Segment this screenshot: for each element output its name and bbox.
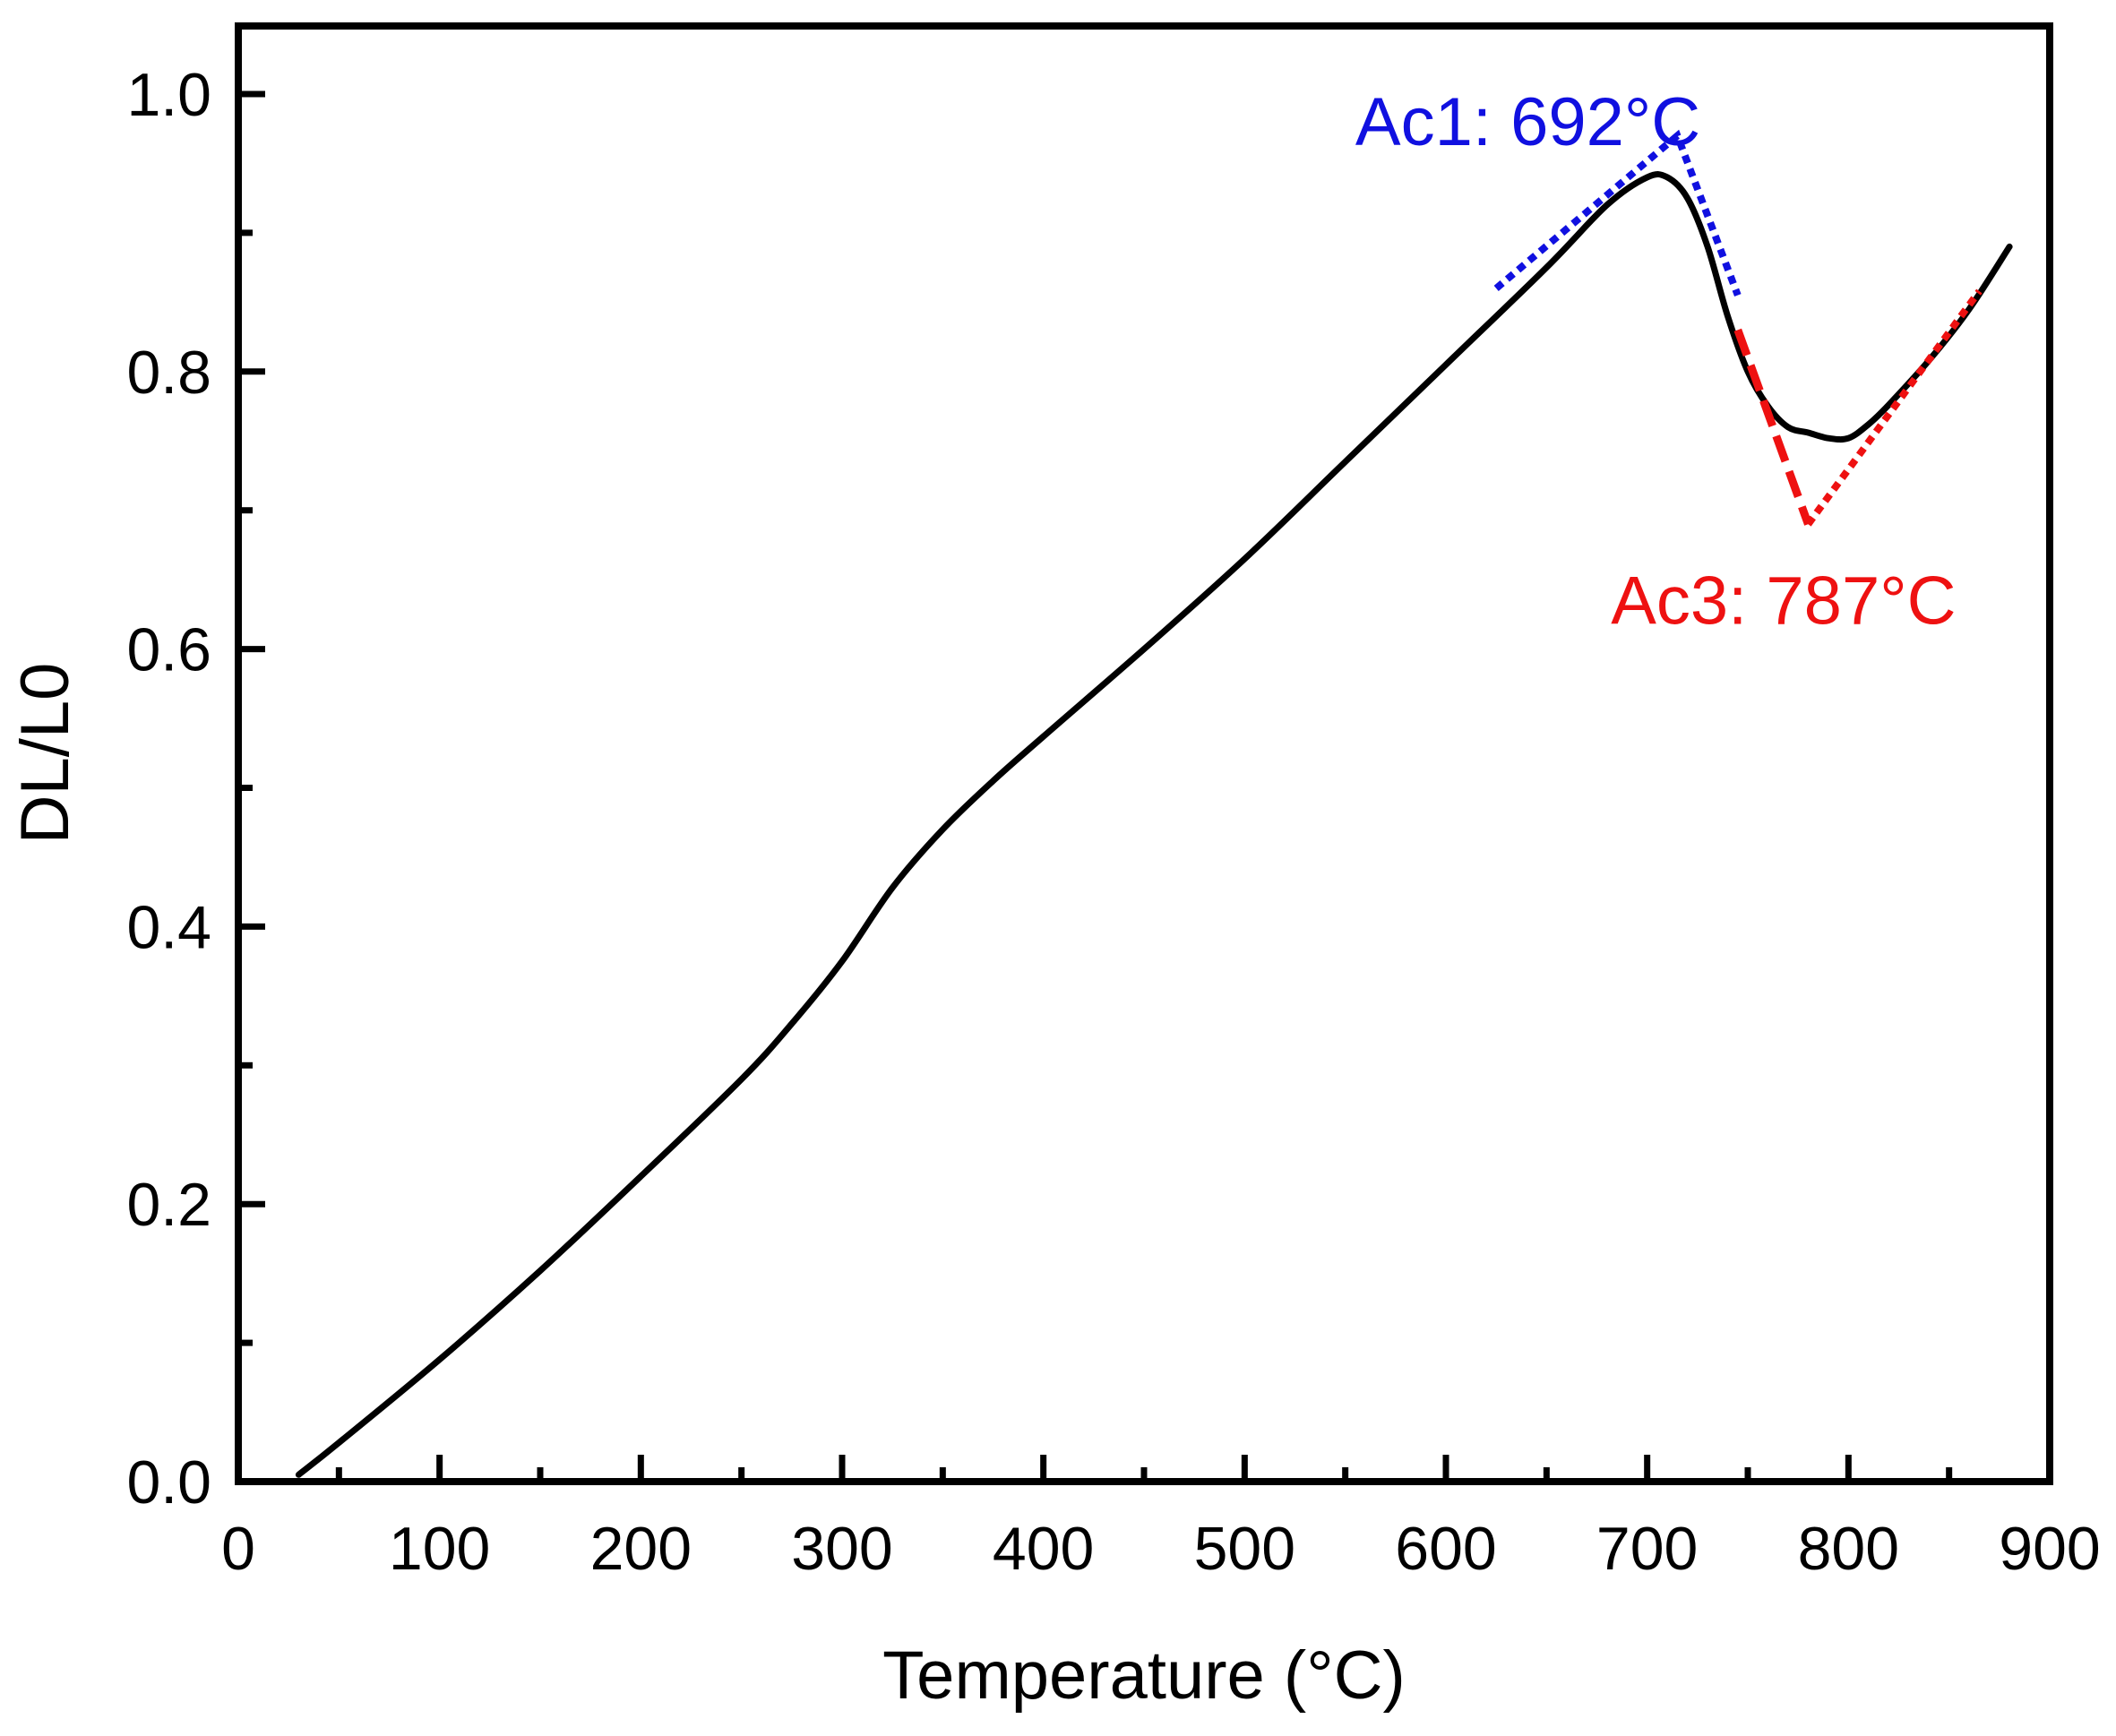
x-tick-label: 500 <box>1194 1515 1295 1583</box>
y-tick-label: 0.8 <box>126 339 211 407</box>
x-tick-label: 600 <box>1395 1515 1496 1583</box>
x-tick-label: 200 <box>590 1515 692 1583</box>
x-tick-label: 800 <box>1798 1515 1899 1583</box>
x-tick-label: 700 <box>1596 1515 1698 1583</box>
x-tick-label: 400 <box>993 1515 1094 1583</box>
series-ac1-tangent-lines <box>1493 129 1742 297</box>
y-tick-label: 1.0 <box>126 61 211 129</box>
x-axis-title: Temperature (°C) <box>882 1637 1406 1714</box>
series-ac3-dotted-tangent <box>1805 288 1983 527</box>
series-dilatometry-curve <box>295 171 2013 1478</box>
axis-ticks: 0 100 200 300 400 500 600 700 800 900 0.0 0.2 0.4 0.6… <box>126 61 2100 1583</box>
plot-frame <box>235 22 2053 1485</box>
x-tick-label: 900 <box>1999 1515 2100 1583</box>
y-axis-title: DL/L0 <box>7 663 83 845</box>
ac1-annotation: Ac1: 692°C <box>1355 84 1700 160</box>
y-tick-label: 0.6 <box>126 616 211 684</box>
x-tick-label: 300 <box>791 1515 892 1583</box>
plot-area: Ac1: 692°C Ac3: 787°C <box>295 84 2013 1478</box>
ac3-annotation: Ac3: 787°C <box>1611 563 1956 639</box>
y-tick-label: 0.0 <box>126 1448 211 1517</box>
x-tick-label: 0 <box>221 1515 255 1583</box>
x-tick-label: 100 <box>389 1515 490 1583</box>
series-ac3-dashed-tangent <box>1733 328 1812 526</box>
y-tick-label: 0.4 <box>126 893 211 961</box>
y-tick-label: 0.2 <box>126 1171 211 1239</box>
